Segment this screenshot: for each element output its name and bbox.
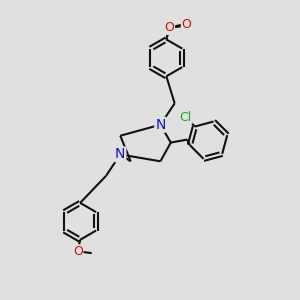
Text: O: O <box>164 21 174 34</box>
Text: O: O <box>73 245 83 258</box>
Text: N: N <box>155 118 166 132</box>
Text: Cl: Cl <box>179 111 192 124</box>
Text: O: O <box>182 18 191 31</box>
Text: N: N <box>115 148 125 161</box>
Text: O: O <box>164 20 174 34</box>
